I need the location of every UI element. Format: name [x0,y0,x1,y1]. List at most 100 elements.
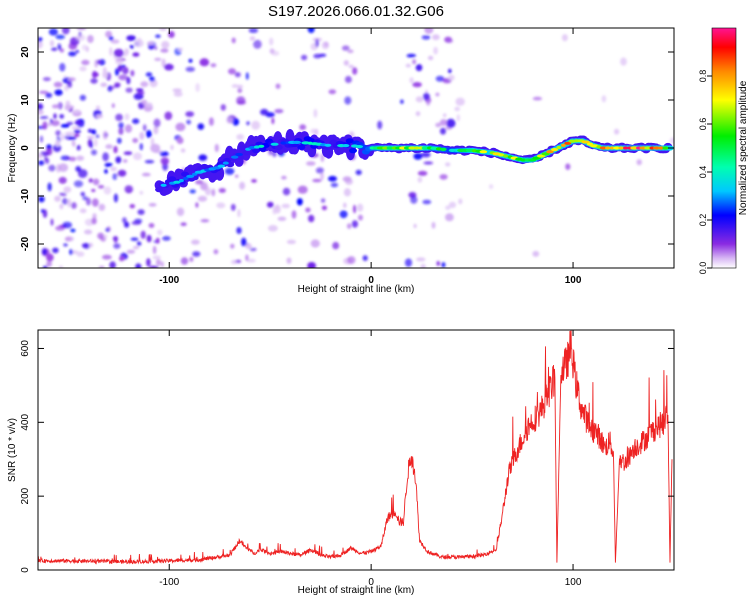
snr-y-label: SNR (10 * v/v) [7,418,18,482]
noise-blob [52,247,59,254]
noise-blob [110,166,117,172]
noise-blob [445,205,451,211]
noise-blob [90,141,93,149]
noise-blob [117,137,122,144]
noise-blob [415,111,421,117]
noise-blob [108,36,114,41]
noise-blob [54,195,61,202]
noise-blob [307,262,316,268]
noise-blob [445,213,454,222]
noise-blob [344,75,352,84]
spectrogram-x-ticks: -100 0 100 [159,28,582,286]
noise-blob [561,34,568,42]
noise-blob [164,111,173,121]
noise-blobs [38,28,674,268]
noise-blob [102,67,107,73]
noise-blob [456,114,460,122]
ridge-core [258,144,265,148]
ridge-core [560,143,566,147]
noise-blob [67,77,76,82]
noise-blob [446,118,456,128]
noise-blob [448,74,455,81]
noise-blob [440,127,446,135]
noise-blob [228,68,236,75]
noise-blob [114,82,121,88]
noise-blob [211,188,216,197]
noise-blob [249,36,256,41]
noise-blob [42,121,48,130]
noise-blob [150,143,161,153]
noise-blob [231,37,236,44]
y-tick-label: 200 [20,487,31,504]
noise-blob [220,104,226,111]
noise-blob [358,214,363,221]
noise-blob [330,182,339,188]
noise-blob [271,117,275,125]
noise-blob [532,96,543,101]
noise-blob [102,254,112,260]
noise-blob [155,259,162,266]
noise-blob [226,117,234,124]
noise-blob [185,66,195,72]
noise-blob [432,34,440,41]
noise-blob [146,130,152,138]
noise-blob [48,28,59,36]
noise-blob [315,38,319,48]
noise-blob [321,205,327,211]
noise-blob [44,158,50,164]
noise-blob [124,124,133,133]
noise-blob [308,214,315,223]
noise-blob [274,109,284,114]
noise-blob [275,204,280,210]
ridge-core [609,146,615,150]
noise-blob [139,143,143,151]
noise-blob [186,119,192,125]
noise-blob [136,241,142,246]
noise-blob [342,176,352,182]
noise-blob [269,48,275,54]
noise-blob [230,203,236,211]
noise-blob [362,255,368,261]
noise-blob [346,223,352,229]
ridge-body [155,187,164,193]
noise-blob [85,197,91,206]
noise-blob [180,148,186,153]
noise-blob [155,34,161,38]
noise-blob [55,130,61,136]
noise-blob [123,151,133,155]
noise-blob [339,210,348,219]
noise-blob [439,119,448,126]
noise-blob [132,52,140,57]
noise-blob [160,261,164,268]
noise-blob [197,123,205,130]
noise-blob [47,182,52,192]
noise-blob [200,182,208,191]
noise-blob [439,174,448,180]
noise-blob [75,166,82,172]
noise-blob [405,63,411,68]
colorbar-tick-label: 0.0 [698,262,708,275]
noise-blob [47,122,52,127]
noise-blob [286,257,292,264]
ridge-core [440,147,447,151]
noise-blob [125,87,133,93]
noise-blob [351,220,359,228]
noise-blob [412,82,422,88]
noise-blob [312,178,322,183]
spectrogram-heatmap [38,28,674,268]
snr-x-ticks: -100 0 100 [159,330,582,588]
noise-blob [347,256,356,265]
ridge-core [599,146,607,150]
noise-blob [110,39,120,44]
ridge-core [479,150,488,154]
noise-blob [152,255,161,260]
noise-blob [58,265,63,268]
noise-blob [636,159,642,166]
noise-blob [272,206,277,215]
noise-blob [146,258,151,267]
noise-blob [79,208,87,214]
noise-blob [448,201,457,209]
noise-blob [195,83,200,92]
noise-blob [126,249,136,254]
noise-blob [96,59,101,65]
